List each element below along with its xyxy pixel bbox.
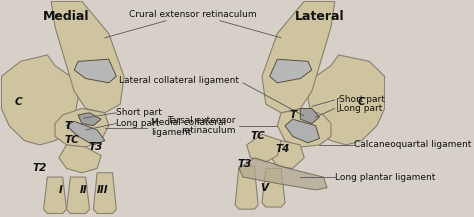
Text: T: T bbox=[65, 121, 72, 131]
Text: Short part: Short part bbox=[338, 95, 384, 104]
Text: III: III bbox=[97, 185, 109, 195]
Text: C: C bbox=[358, 97, 365, 107]
Polygon shape bbox=[270, 59, 312, 83]
Text: C: C bbox=[15, 97, 22, 107]
Text: Crural extensor retinaculum: Crural extensor retinaculum bbox=[129, 10, 257, 18]
Polygon shape bbox=[239, 158, 327, 190]
Polygon shape bbox=[301, 108, 319, 123]
Polygon shape bbox=[262, 168, 285, 207]
Text: Long part: Long part bbox=[338, 104, 382, 113]
Polygon shape bbox=[1, 55, 78, 145]
Text: Long plantar ligament: Long plantar ligament bbox=[335, 173, 435, 182]
Polygon shape bbox=[285, 119, 319, 143]
Text: T3: T3 bbox=[88, 142, 102, 152]
Polygon shape bbox=[78, 113, 101, 126]
Text: Tarsal extensor
retinaculum: Tarsal extensor retinaculum bbox=[167, 116, 235, 135]
Text: Medial collateral
ligament: Medial collateral ligament bbox=[151, 118, 226, 138]
Polygon shape bbox=[66, 177, 90, 214]
Polygon shape bbox=[44, 177, 66, 214]
Text: Lateral: Lateral bbox=[295, 10, 344, 23]
Polygon shape bbox=[55, 108, 109, 147]
Text: Lateral collateral ligament: Lateral collateral ligament bbox=[119, 76, 239, 85]
Polygon shape bbox=[66, 121, 105, 145]
Text: TC: TC bbox=[251, 131, 265, 141]
Polygon shape bbox=[262, 1, 335, 113]
Polygon shape bbox=[93, 173, 116, 214]
Text: Calcaneoquartal ligament: Calcaneoquartal ligament bbox=[354, 140, 471, 150]
Polygon shape bbox=[277, 108, 331, 147]
Text: T3: T3 bbox=[237, 159, 252, 169]
Text: TC: TC bbox=[65, 135, 80, 145]
Polygon shape bbox=[51, 1, 124, 113]
Text: V: V bbox=[260, 183, 268, 193]
Polygon shape bbox=[308, 55, 384, 145]
Polygon shape bbox=[74, 59, 116, 83]
Polygon shape bbox=[59, 145, 101, 173]
Text: T: T bbox=[289, 110, 296, 120]
Text: I: I bbox=[59, 185, 63, 195]
Text: T2: T2 bbox=[33, 163, 47, 173]
Text: Medial: Medial bbox=[43, 10, 90, 23]
Text: II: II bbox=[80, 185, 88, 195]
Text: Short part: Short part bbox=[116, 108, 162, 117]
Text: Long part: Long part bbox=[116, 119, 160, 128]
Polygon shape bbox=[270, 141, 304, 168]
Polygon shape bbox=[235, 166, 258, 209]
Text: T4: T4 bbox=[276, 144, 290, 154]
Polygon shape bbox=[246, 134, 281, 162]
